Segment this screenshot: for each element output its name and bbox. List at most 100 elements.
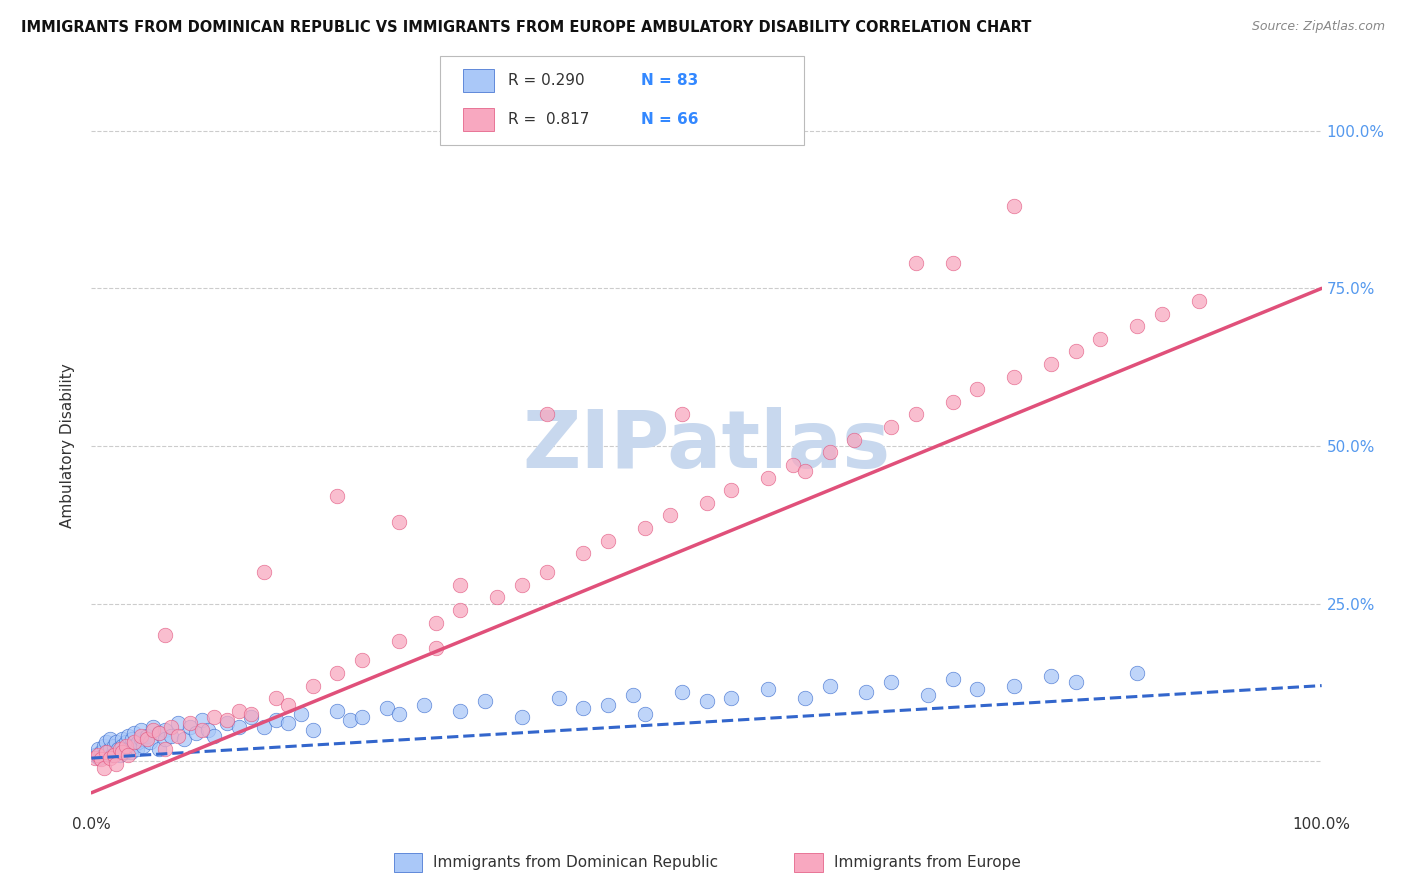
Point <box>917 688 939 702</box>
Point <box>536 565 558 579</box>
Point <box>548 691 571 706</box>
Point <box>111 732 134 747</box>
Point <box>153 628 177 642</box>
Point <box>880 675 903 690</box>
Point <box>148 726 170 740</box>
Point <box>634 521 657 535</box>
Point <box>1064 675 1087 690</box>
Point <box>855 685 877 699</box>
Point <box>125 741 148 756</box>
Point <box>129 723 152 737</box>
Point <box>215 716 238 731</box>
Point <box>474 694 496 708</box>
Point <box>1002 369 1025 384</box>
Point <box>215 714 238 728</box>
Point <box>326 704 349 718</box>
Point <box>425 615 447 630</box>
Point <box>1039 357 1063 371</box>
Point <box>98 751 121 765</box>
Point <box>720 483 742 497</box>
Text: N = 66: N = 66 <box>641 112 699 127</box>
Point <box>425 640 447 655</box>
Point <box>301 723 323 737</box>
Point <box>941 256 963 270</box>
Point <box>388 706 411 721</box>
Point <box>84 751 107 765</box>
Text: Immigrants from Dominican Republic: Immigrants from Dominican Republic <box>433 855 718 870</box>
Point <box>98 732 121 747</box>
Point <box>98 741 121 756</box>
Point <box>103 747 125 762</box>
Point <box>756 470 779 484</box>
Point <box>124 739 146 753</box>
Point <box>572 700 595 714</box>
Point <box>412 698 434 712</box>
Point <box>572 546 595 560</box>
Point <box>1126 665 1149 680</box>
Point <box>818 679 841 693</box>
Point <box>160 729 183 743</box>
Point <box>326 490 349 504</box>
Point <box>388 634 411 648</box>
Point <box>449 578 471 592</box>
Point <box>114 739 138 753</box>
Text: R =  0.817: R = 0.817 <box>508 112 589 127</box>
Point <box>449 603 471 617</box>
Point <box>135 729 157 743</box>
Point <box>228 720 250 734</box>
Point <box>179 716 201 731</box>
Point <box>695 496 717 510</box>
Point <box>449 704 471 718</box>
Text: N = 83: N = 83 <box>641 73 699 87</box>
Point <box>148 726 170 740</box>
Y-axis label: Ambulatory Disability: Ambulatory Disability <box>60 364 76 528</box>
Point <box>111 745 134 759</box>
Point <box>290 706 312 721</box>
Point <box>96 745 118 759</box>
Point <box>793 464 815 478</box>
Point <box>941 395 963 409</box>
Point <box>135 732 157 747</box>
Point <box>87 751 110 765</box>
Point <box>90 752 112 766</box>
Point <box>1039 669 1063 683</box>
Text: ZIPatlas: ZIPatlas <box>523 407 890 485</box>
Point <box>756 681 779 696</box>
Point <box>173 732 195 747</box>
Point <box>536 408 558 422</box>
Point <box>101 747 124 762</box>
Point <box>142 720 165 734</box>
Point <box>114 735 138 749</box>
Point <box>108 747 131 762</box>
Point <box>197 723 219 737</box>
Point <box>93 739 115 753</box>
Point <box>510 578 533 592</box>
Point <box>139 735 162 749</box>
Point <box>90 745 112 759</box>
Point <box>1088 332 1111 346</box>
Point <box>510 710 533 724</box>
Point <box>240 706 263 721</box>
Text: Source: ZipAtlas.com: Source: ZipAtlas.com <box>1251 20 1385 33</box>
Point <box>202 729 225 743</box>
Point <box>228 704 250 718</box>
Point <box>84 747 107 762</box>
Point <box>124 735 146 749</box>
Point <box>1002 679 1025 693</box>
Text: R = 0.290: R = 0.290 <box>508 73 583 87</box>
Point <box>596 533 619 548</box>
Point <box>132 739 155 753</box>
Point <box>695 694 717 708</box>
Point <box>191 723 214 737</box>
Point <box>105 745 127 759</box>
Point <box>253 565 276 579</box>
Point <box>96 735 117 749</box>
Point <box>121 732 143 747</box>
Point <box>153 732 177 747</box>
Text: Immigrants from Europe: Immigrants from Europe <box>834 855 1021 870</box>
Point <box>326 665 349 680</box>
Point <box>153 741 177 756</box>
Point <box>86 747 108 762</box>
Point <box>148 741 170 756</box>
Point <box>240 710 263 724</box>
